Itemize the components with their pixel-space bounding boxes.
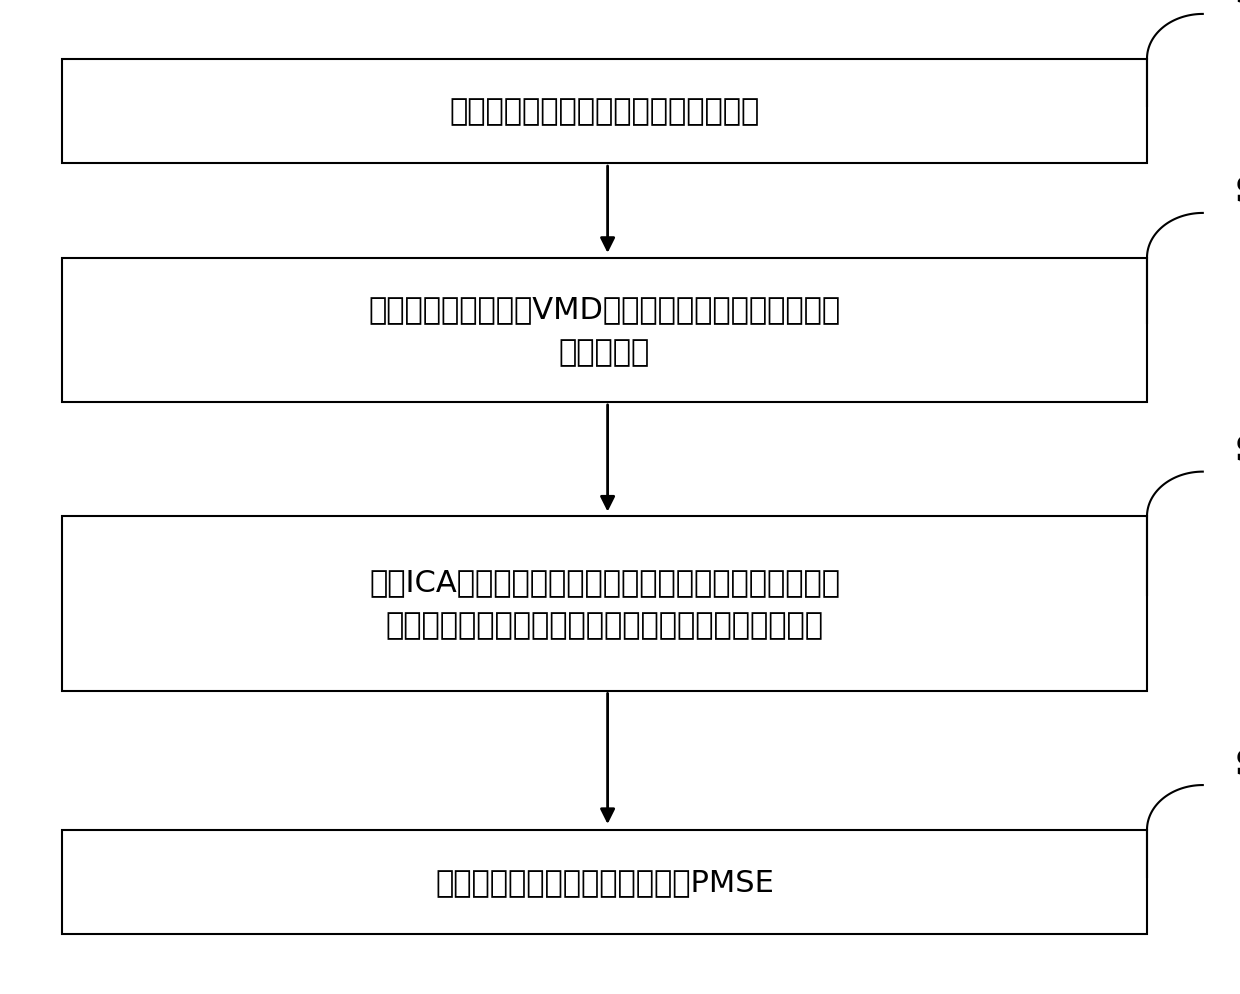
Bar [62,60,1147,164]
Bar [62,830,1147,934]
Bar [62,517,1147,691]
Text: S3: S3 [1235,433,1240,467]
Bar [62,258,1147,403]
Text: S2: S2 [1235,175,1240,209]
Text: S1: S1 [1235,0,1240,10]
Text: 基于ICA算法和阈值去噪技术对所述多个模态分量进行去
噪处理，得到所述多个模态分量的对应的有效模态分量: 基于ICA算法和阈值去噪技术对所述多个模态分量进行去 噪处理，得到所述多个模态分… [370,568,839,640]
Text: S4: S4 [1235,746,1240,780]
Text: 对所述样本信号进行VMD分解，得到所述样本信号的多
个模态分量: 对所述样本信号进行VMD分解，得到所述样本信号的多 个模态分量 [368,294,841,367]
Text: 获取高压电力设备局部放电的样本信号: 获取高压电力设备局部放电的样本信号 [449,97,760,126]
Text: 计算所述有效模态分量的特征量PMSE: 计算所述有效模态分量的特征量PMSE [435,868,774,897]
